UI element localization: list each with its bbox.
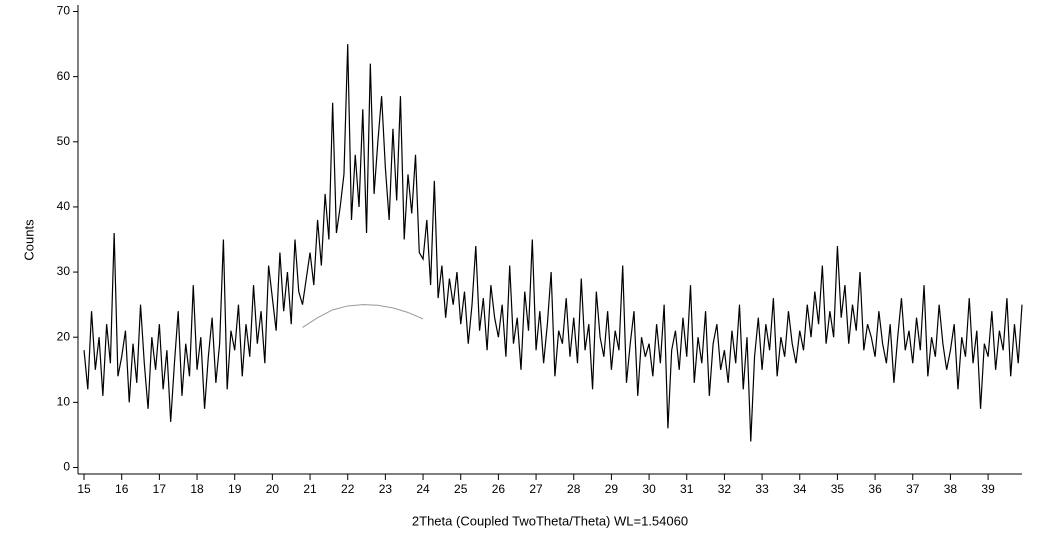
x-tick-label: 33 [755,482,769,496]
x-tick-label: 23 [379,482,393,496]
x-tick-label: 26 [492,482,506,496]
x-tick-label: 35 [831,482,845,496]
x-tick-label: 34 [793,482,807,496]
x-tick-label: 16 [115,482,129,496]
x-tick-label: 31 [680,482,694,496]
x-tick-label: 19 [228,482,242,496]
x-tick-label: 22 [341,482,355,496]
y-tick-label: 30 [57,264,71,278]
x-tick-label: 24 [416,482,430,496]
y-tick-label: 0 [63,460,70,474]
x-tick-label: 36 [868,482,882,496]
y-tick-label: 70 [57,4,71,18]
x-tick-label: 21 [303,482,317,496]
x-tick-label: 38 [944,482,958,496]
x-tick-label: 28 [567,482,581,496]
y-tick-label: 40 [57,199,71,213]
y-tick-label: 20 [57,329,71,343]
data-line [83,44,1023,442]
y-tick-label: 50 [57,134,71,148]
x-axis-label: 2Theta (Coupled TwoTheta/Theta) WL=1.540… [412,513,688,528]
data-line [302,304,424,328]
y-axis-label: Counts [21,219,36,261]
y-tick-label: 60 [57,69,71,83]
x-tick-label: 15 [77,482,91,496]
x-tick-label: 29 [605,482,619,496]
x-tick-label: 27 [529,482,543,496]
y-tick-label: 10 [57,395,71,409]
x-tick-label: 17 [153,482,167,496]
x-tick-label: 37 [906,482,920,496]
x-tick-label: 32 [718,482,732,496]
x-tick-label: 18 [190,482,204,496]
x-tick-label: 30 [642,482,656,496]
x-tick-label: 25 [454,482,468,496]
x-tick-label: 20 [266,482,280,496]
x-tick-label: 39 [981,482,995,496]
